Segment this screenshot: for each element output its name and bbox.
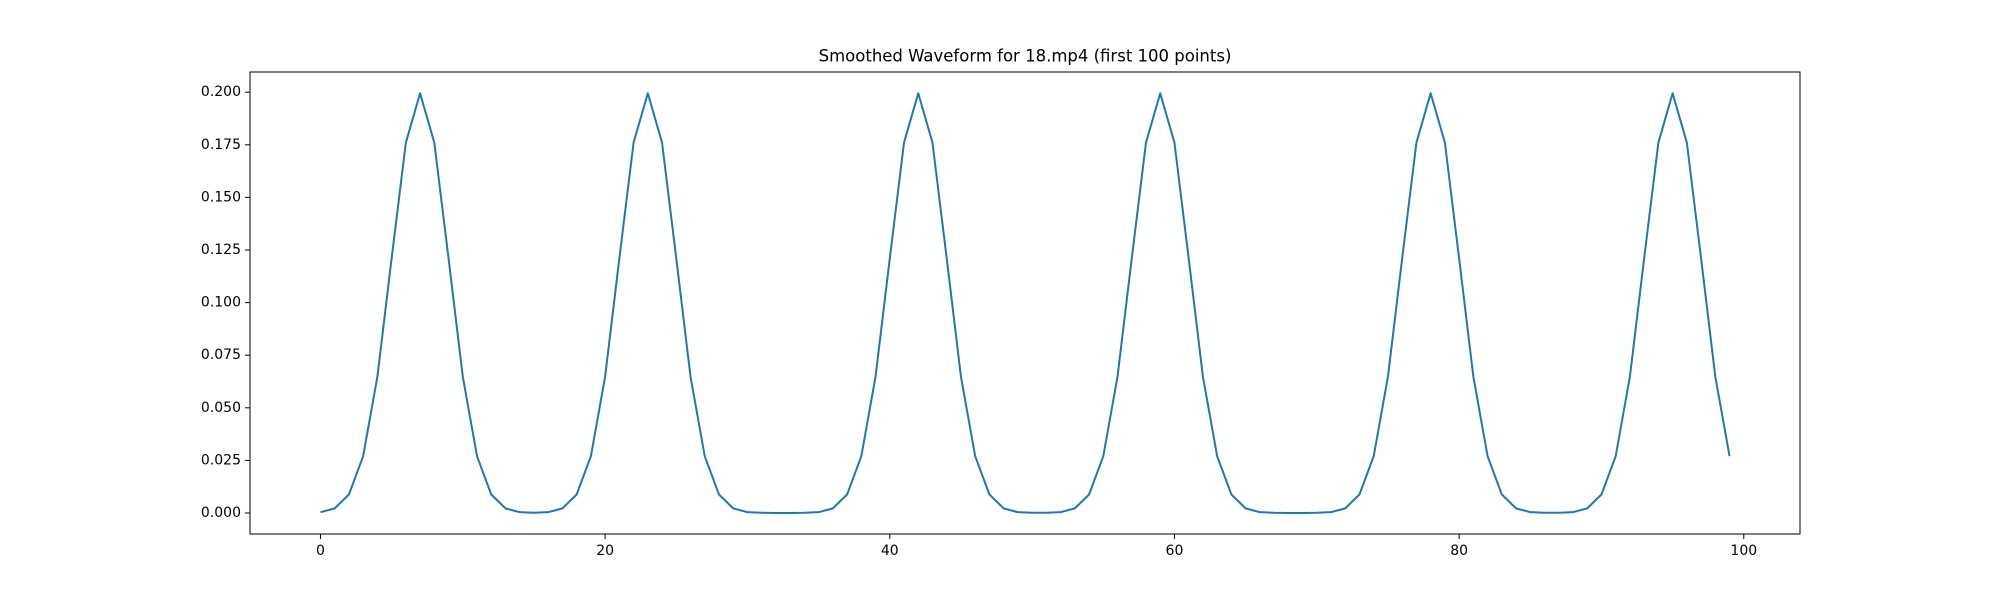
y-tick-label: 0.100 [201,295,241,311]
chart-title: Smoothed Waveform for 18.mp4 (first 100 … [819,47,1232,66]
x-tick-label: 20 [596,543,614,559]
y-tick-label: 0.175 [201,137,241,153]
x-tick-label: 60 [1166,543,1184,559]
y-tick-label: 0.125 [201,242,241,258]
y-tick-label: 0.000 [201,505,241,521]
y-tick-label: 0.075 [201,347,241,363]
axes-frame [249,71,1801,535]
x-tick-label: 100 [1730,543,1757,559]
y-tick-label: 0.050 [201,400,241,416]
x-tick-label: 80 [1450,543,1468,559]
data-line [320,92,1731,514]
y-tick-label: 0.025 [201,452,241,468]
y-tick-label: 0.150 [201,189,241,205]
x-tick-label: 0 [316,543,325,559]
y-tick-label: 0.200 [201,84,241,100]
x-tick-label: 40 [881,543,899,559]
